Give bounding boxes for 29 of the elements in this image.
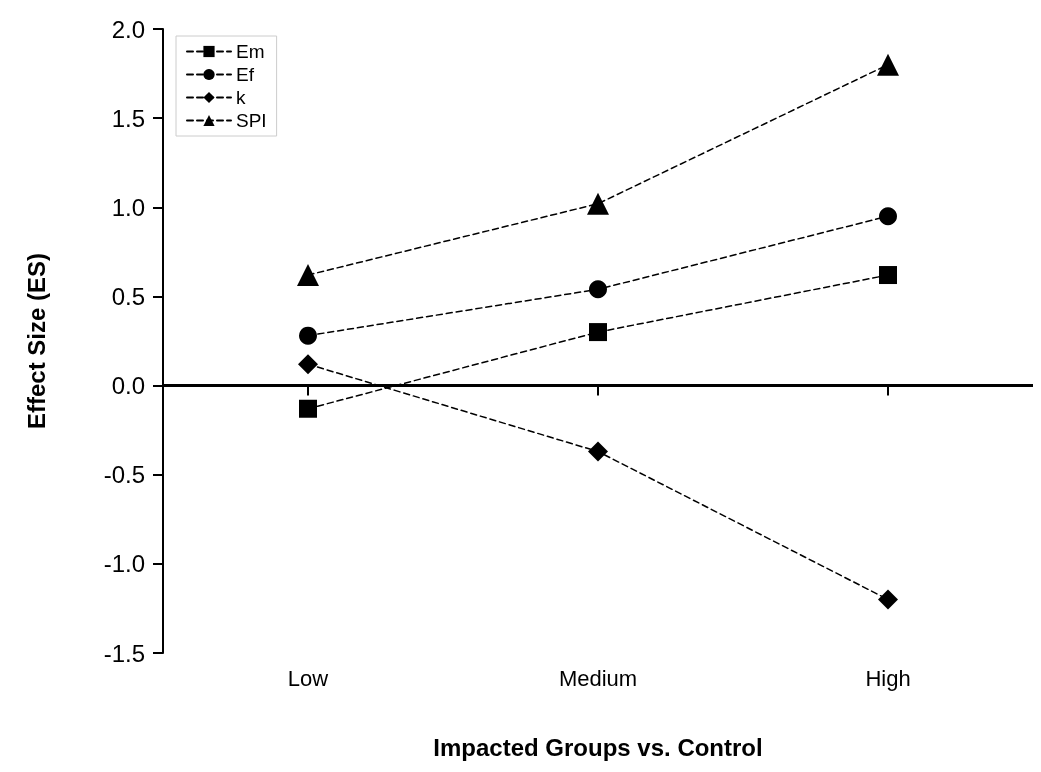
- y-tick-label: 1.5: [111, 104, 145, 132]
- legend-label: SPI: [236, 110, 267, 131]
- legend-label: k: [236, 87, 246, 108]
- y-tick-label: -1.0: [103, 550, 145, 578]
- point: [299, 326, 317, 345]
- y-tick-label: -1.5: [103, 639, 145, 667]
- point: [877, 53, 899, 76]
- y-tick-label: -0.5: [103, 461, 145, 489]
- point: [588, 441, 608, 462]
- x-axis-title: Impacted Groups vs. Control: [433, 733, 763, 761]
- point: [878, 589, 898, 610]
- point: [879, 207, 897, 226]
- point: [298, 354, 318, 375]
- point: [587, 192, 609, 215]
- point: [299, 399, 317, 418]
- legend-label: Em: [236, 41, 265, 62]
- y-tick-label: 0.0: [111, 372, 145, 400]
- point: [297, 264, 319, 287]
- point: [879, 266, 897, 285]
- x-tick-label: Medium: [558, 665, 638, 691]
- y-tick-label: 0.5: [111, 282, 145, 310]
- point: [589, 323, 607, 342]
- x-tick-label: Low: [287, 665, 329, 691]
- y-tick-label: 2.0: [111, 15, 145, 43]
- point: [589, 280, 607, 299]
- legend-label: Ef: [236, 64, 255, 85]
- x-tick-label: High: [865, 665, 911, 691]
- y-axis-title: Effect Size (ES): [22, 252, 50, 430]
- y-tick-label: 1.0: [111, 193, 145, 221]
